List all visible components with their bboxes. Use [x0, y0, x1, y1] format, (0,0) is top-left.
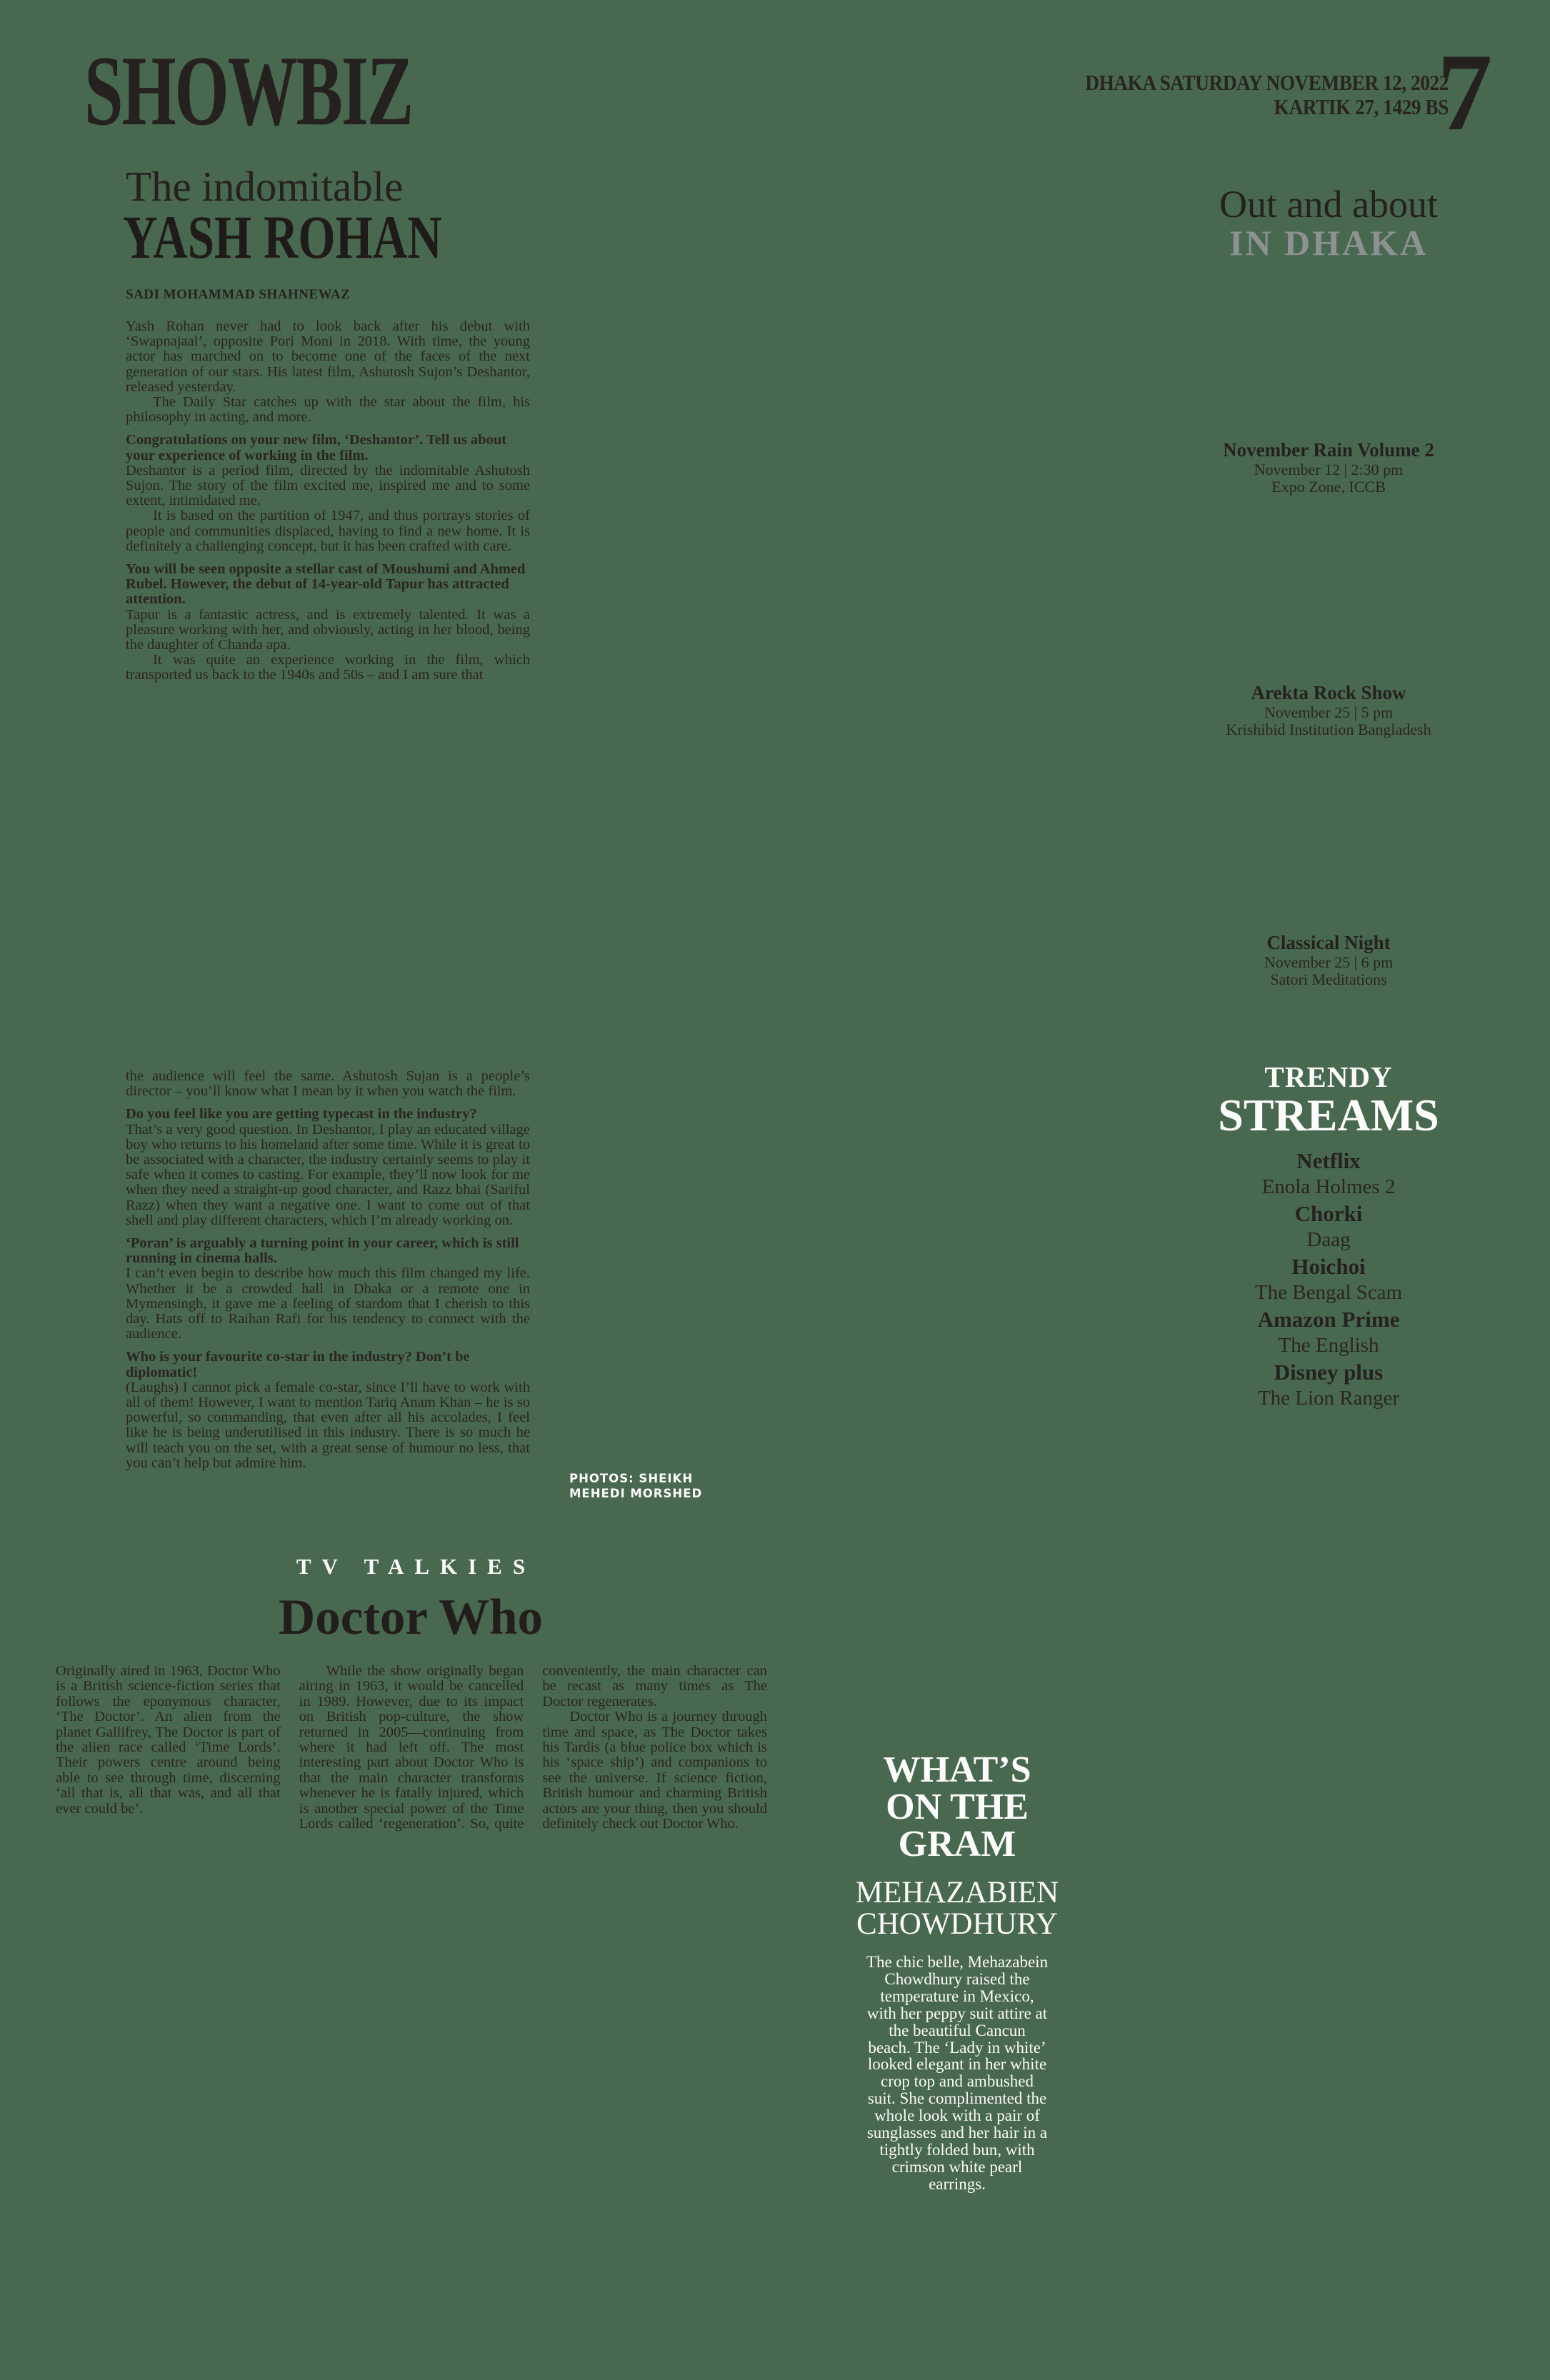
trendy-streams-title-line2: STREAMS	[1218, 1090, 1439, 1140]
trendy-streams: TRENDY STREAMS Netflix Enola Holmes 2 Chor…	[1182, 1061, 1475, 1412]
stream-platform: Chorki	[1294, 1201, 1363, 1226]
photo-credit-line1: PHOTOS: SHEIKH	[569, 1472, 694, 1485]
stream-title: Enola Holmes 2	[1261, 1175, 1396, 1198]
paragraph: I can’t even begin to describe how much …	[126, 1265, 530, 1342]
lead-article-headline: YASH ROHAN	[123, 203, 442, 271]
event-title: Classical Night	[1266, 932, 1391, 953]
lead-article-byline: SADI MOHAMMAD SHAHNEWAZ	[126, 287, 351, 302]
gram-subject-lastname: CHOWDHURY	[856, 1907, 1058, 1941]
event-datetime: November 25 | 6 pm	[1264, 953, 1394, 971]
page-number: 7	[1437, 31, 1493, 154]
photo-credit: PHOTOS: SHEIKH MEHEDI MORSHED	[569, 1471, 734, 1501]
paragraph: Originally aired in 1963, Doctor Who is …	[56, 1663, 281, 1817]
stream-title: Daag	[1306, 1228, 1351, 1251]
event-venue: Satori Meditations	[1270, 970, 1387, 988]
tv-talkies-kicker: TV TALKIES	[296, 1554, 536, 1579]
event-title: November Rain Volume 2	[1223, 439, 1434, 461]
gram-body-text: The chic belle, Mehazabein Chowdhury rai…	[866, 1953, 1049, 2193]
paragraph: You will be seen opposite a stellar cast…	[126, 561, 526, 608]
trendy-streams-list: Netflix Enola Holmes 2 Chorki Daag Hoichoi Th…	[1182, 1148, 1475, 1412]
event-listing: November Rain Volume 2 November 12 | 2:3…	[1182, 439, 1475, 495]
paragraph: ‘Poran’ is arguably a turning point in y…	[126, 1235, 519, 1267]
gram-subject-firstname: MEHAZABIEN	[855, 1876, 1059, 1909]
paragraph: While the show originally began airing i…	[299, 1663, 767, 1832]
gram-subject-name: MEHAZABIEN CHOWDHURY	[814, 1877, 1100, 1940]
paragraph: Yash Rohan never had to look back after …	[126, 318, 530, 395]
event-venue: Krishibid Institution Bangladesh	[1226, 720, 1431, 738]
dateline: DHAKA SATURDAY NOVEMBER 12, 2022 KARTIK …	[1085, 71, 1449, 119]
event-datetime: November 25 | 5 pm	[1264, 703, 1394, 721]
out-and-about-subtitle: IN DHAKA	[1229, 223, 1429, 263]
stream-platform: Hoichoi	[1291, 1254, 1366, 1279]
lead-article-kicker: The indomitable	[126, 163, 404, 210]
stream-title: The English	[1278, 1334, 1379, 1357]
paragraph: It is based on the partition of 1947, an…	[126, 508, 530, 554]
photo-credit-line2: MEHEDI MORSHED	[569, 1487, 703, 1500]
event-venue: Expo Zone, ICCB	[1271, 477, 1386, 496]
trendy-streams-title-line1: TRENDY	[1264, 1060, 1393, 1093]
stream-platform: Disney plus	[1274, 1360, 1384, 1385]
out-and-about-heading: Out and about IN DHAKA	[1182, 184, 1475, 261]
out-and-about-title: Out and about	[1219, 183, 1438, 226]
lead-article-body-part1: Yash Rohan never had to look back after …	[126, 318, 530, 683]
lead-article-body-part2: the audience will feel the same. Ashutos…	[126, 1068, 530, 1471]
event-datetime: November 12 | 2:30 pm	[1254, 461, 1404, 478]
gram-heading-line1: WHAT’S	[883, 1749, 1031, 1790]
paragraph: It was quite an experience working in th…	[126, 652, 530, 683]
paragraph: That’s a very good question. In Deshanto…	[126, 1121, 530, 1228]
event-title: Arekta Rock Show	[1251, 682, 1406, 703]
stream-platform: Netflix	[1296, 1148, 1361, 1173]
gram-heading: WHAT’S ON THE GRAM	[850, 1752, 1064, 1863]
section-masthead: SHOWBIZ	[84, 36, 414, 146]
gram-heading-line3: GRAM	[898, 1824, 1016, 1864]
event-listing: Arekta Rock Show November 25 | 5 pm Kris…	[1182, 682, 1475, 738]
paragraph: Who is your favourite co-star in the ind…	[126, 1349, 470, 1380]
event-listing: Classical Night November 25 | 6 pm Sator…	[1182, 932, 1475, 988]
dateline-bangla-date: KARTIK 27, 1429 BS	[1274, 94, 1449, 119]
stream-title: The Lion Ranger	[1257, 1387, 1400, 1410]
paragraph: the audience will feel the same. Ashutos…	[126, 1068, 530, 1100]
paragraph: (Laughs) I cannot pick a female co-star,…	[126, 1379, 530, 1471]
stream-title: The Bengal Scam	[1254, 1281, 1403, 1304]
paragraph: Do you feel like you are getting typecas…	[126, 1106, 477, 1123]
tv-talkies-headline: Doctor Who	[278, 1590, 544, 1645]
tv-talkies-body: Originally aired in 1963, Doctor Who is …	[56, 1663, 767, 1878]
paragraph: The Daily Star catches up with the star …	[126, 394, 530, 426]
paragraph: Deshantor is a period film, directed by …	[126, 462, 530, 509]
dateline-date: DHAKA SATURDAY NOVEMBER 12, 2022	[1085, 70, 1449, 95]
paragraph: Congratulations on your new film, ‘Desha…	[126, 432, 507, 463]
stream-platform: Amazon Prime	[1257, 1307, 1400, 1332]
paragraph: Tapur is a fantastic actress, and is ext…	[126, 606, 530, 653]
paragraph: Doctor Who is a journey through time and…	[542, 1709, 767, 1832]
gram-heading-line2: ON THE	[886, 1787, 1029, 1827]
